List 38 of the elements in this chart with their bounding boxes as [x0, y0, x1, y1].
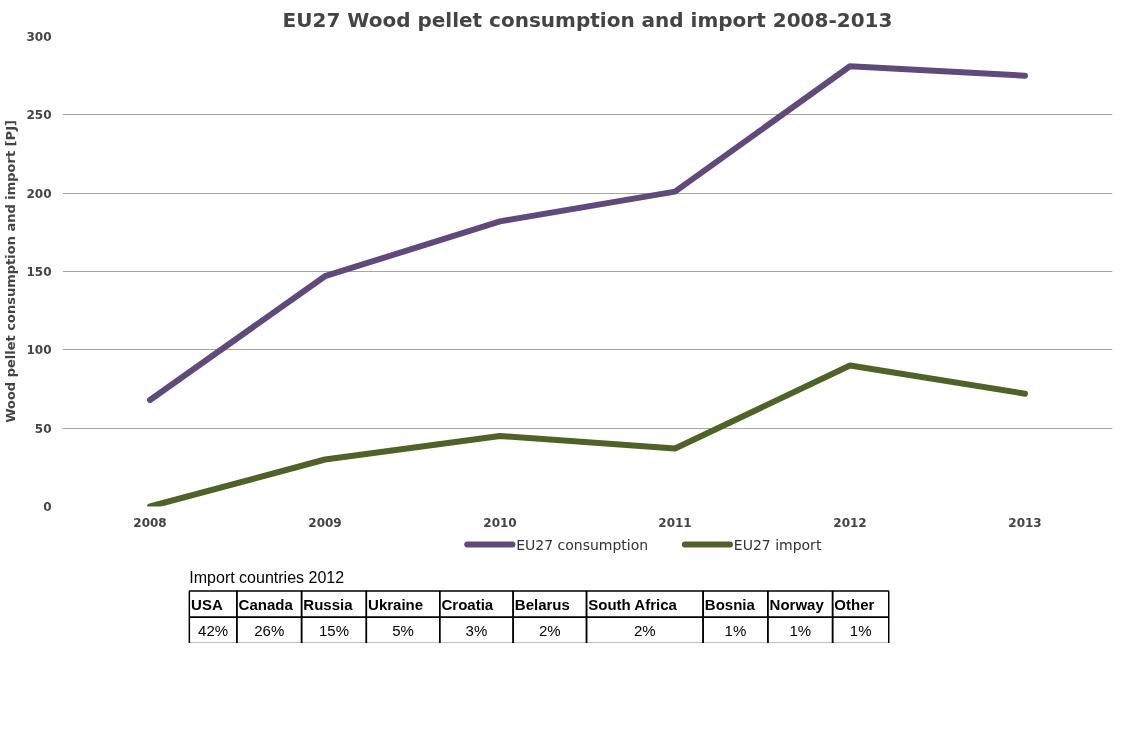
y-tick-label: 250	[26, 108, 52, 123]
category-label: South Africa	[588, 595, 678, 613]
y-tick-label: 200	[26, 186, 52, 201]
data-label: 5%	[392, 621, 414, 639]
category-label: Other	[834, 595, 875, 613]
x-tick-label: 2009	[308, 515, 342, 530]
y-tick-label: 150	[26, 265, 52, 279]
data-label: 2%	[633, 621, 656, 639]
data-label: 2%	[538, 621, 561, 639]
x-tick-label: 2008	[133, 515, 167, 530]
data-label: 15%	[318, 621, 349, 639]
text: Import countries 2012	[189, 569, 345, 587]
data-label: 1%	[724, 621, 747, 639]
legend-label: EU27 consumption	[516, 536, 649, 553]
data-label: 42%	[198, 621, 229, 639]
y-tick-label: 50	[34, 421, 52, 436]
data-label: 1%	[849, 621, 872, 639]
category-label: Canada	[238, 595, 294, 613]
data-label: 26%	[254, 621, 285, 639]
category-label: Norway	[769, 595, 825, 613]
category-label: Ukraine	[368, 595, 424, 613]
data-label: 1%	[789, 621, 812, 639]
x-tick-label: 2013	[1008, 515, 1042, 530]
y-tick-label: 100	[26, 343, 52, 358]
category-label: Belarus	[514, 595, 570, 613]
category-label: Croatia	[441, 595, 494, 613]
category-label: Russia	[303, 595, 354, 613]
x-tick-label: 2010	[483, 515, 517, 530]
data-label: 3%	[465, 621, 488, 639]
category-label: Bosnia	[704, 595, 756, 613]
y-tick-label: 300	[26, 30, 52, 44]
legend-label: EU27 import	[733, 536, 822, 553]
chart-title: EU27 Wood pellet consumption and import 2008-2013	[282, 7, 893, 32]
y-tick-label: 0	[43, 500, 52, 514]
category-label: USA	[191, 595, 223, 613]
x-tick-label: 2012	[833, 515, 867, 530]
y-axis-title: Wood pellet consumption and import [PJ]	[3, 120, 19, 423]
x-tick-label: 2011	[658, 515, 692, 530]
